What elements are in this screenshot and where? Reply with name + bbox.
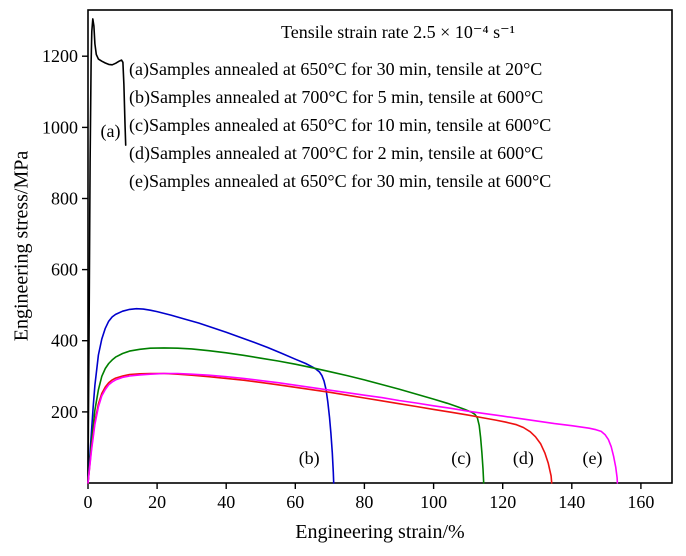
y-tick-label: 200 <box>51 402 78 422</box>
y-axis-title: Engineering stress/MPa <box>10 150 33 342</box>
curve-label-b: (b) <box>299 448 320 469</box>
curve-label-d: (d) <box>513 448 534 469</box>
x-axis-title: Engineering strain/% <box>295 521 465 543</box>
x-tick-label: 100 <box>420 492 447 512</box>
x-tick-label: 120 <box>489 492 516 512</box>
legend-line-a: (a)Samples annealed at 650°C for 30 min,… <box>129 59 543 79</box>
curve-label-a: (a) <box>101 121 121 142</box>
curve-d <box>87 372 553 484</box>
curve-c <box>87 347 485 484</box>
x-tick-label: 160 <box>627 492 654 512</box>
x-tick-label: 20 <box>148 492 166 512</box>
y-tick-label: 600 <box>51 260 78 280</box>
x-tick-label: 0 <box>84 492 93 512</box>
legend-line-c: (c)Samples annealed at 650°C for 10 min,… <box>129 115 552 135</box>
curve-e <box>87 372 619 484</box>
legend-line-d: (d)Samples annealed at 700°C for 2 min, … <box>129 143 544 163</box>
x-tick-label: 140 <box>558 492 585 512</box>
curve-a <box>87 18 127 484</box>
y-tick-label: 1200 <box>42 46 78 66</box>
y-tick-label: 400 <box>51 331 78 351</box>
curve-label-c: (c) <box>451 448 471 469</box>
annotation-strain-rate: Tensile strain rate 2.5 × 10⁻⁴ s⁻¹ <box>280 22 516 42</box>
plot-frame <box>87 9 673 484</box>
legend-line-e: (e)Samples annealed at 650°C for 30 min,… <box>129 171 552 191</box>
y-tick-label: 800 <box>51 189 78 209</box>
legend: (a)Samples annealed at 650°C for 30 min,… <box>129 55 551 195</box>
y-tick-label: 1000 <box>42 117 78 137</box>
curve-label-e: (e) <box>583 448 603 469</box>
x-tick-label: 80 <box>355 492 373 512</box>
x-tick-label: 60 <box>286 492 304 512</box>
curve-b <box>87 307 335 484</box>
legend-line-b: (b)Samples annealed at 700°C for 5 min, … <box>129 87 544 107</box>
x-tick-label: 40 <box>217 492 235 512</box>
